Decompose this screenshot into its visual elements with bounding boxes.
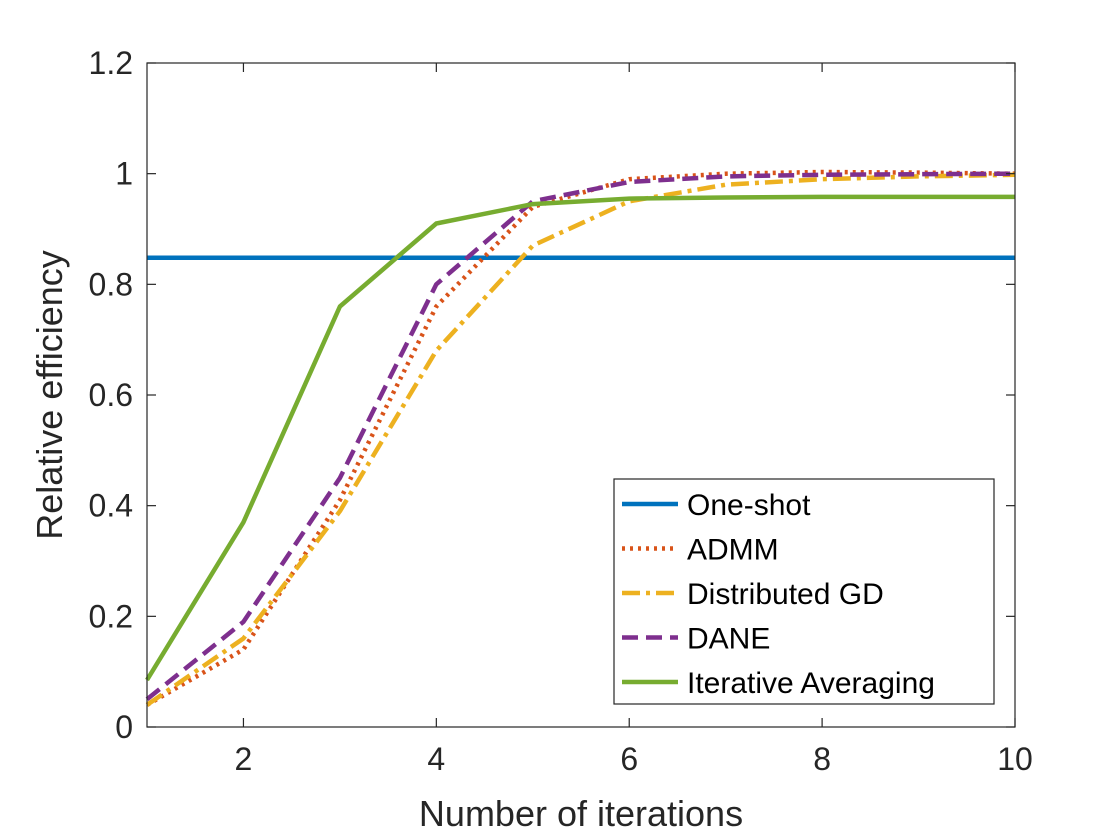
legend-label-dane: DANE <box>687 623 770 656</box>
y-tick-label: 1 <box>115 156 133 192</box>
y-axis-label: Relative efficiency <box>29 250 70 539</box>
series-line-iterative-averaging <box>145 194 1015 682</box>
legend: One-shot ADMM Distributed GD DANE Iterative … <box>613 478 995 705</box>
legend-label-admm: ADMM <box>687 534 779 567</box>
y-tick-label: 0.6 <box>89 377 133 413</box>
legend-label-iterative-averaging: Iterative Averaging <box>687 667 935 700</box>
x-tick-label: 2 <box>235 741 253 777</box>
legend-label-one-shot: One-shot <box>687 489 811 522</box>
x-tick-label: 6 <box>620 741 638 777</box>
x-tick-label: 10 <box>997 741 1033 777</box>
legend-box <box>613 478 995 705</box>
x-axis-label: Number of iterations <box>419 793 743 834</box>
series-layer <box>145 169 1016 707</box>
axes-layer: 2 4 6 8 10 0 0.2 0.4 0.6 0.8 1 1.2 <box>89 45 1033 777</box>
y-tick-label: 0.8 <box>89 266 133 302</box>
legend-label-distributed-gd: Distributed GD <box>687 578 884 611</box>
x-tick-label: 8 <box>813 741 831 777</box>
y-tick-label: 0.2 <box>89 598 133 634</box>
x-tick-label: 4 <box>427 741 445 777</box>
y-tick-label: 0 <box>115 709 133 745</box>
y-tick-label: 1.2 <box>89 45 133 81</box>
y-tick-label: 0.4 <box>89 488 133 524</box>
series-line-distributed-gd <box>145 172 1016 707</box>
